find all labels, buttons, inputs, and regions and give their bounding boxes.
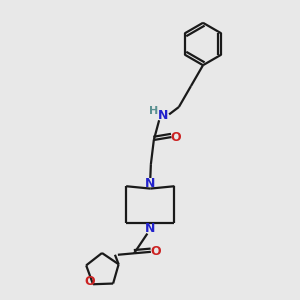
Text: H: H xyxy=(148,106,158,116)
Text: N: N xyxy=(145,222,155,235)
Text: N: N xyxy=(145,177,155,190)
Text: O: O xyxy=(150,245,160,258)
Text: O: O xyxy=(84,275,95,288)
Text: N: N xyxy=(158,110,168,122)
Text: O: O xyxy=(171,130,181,144)
